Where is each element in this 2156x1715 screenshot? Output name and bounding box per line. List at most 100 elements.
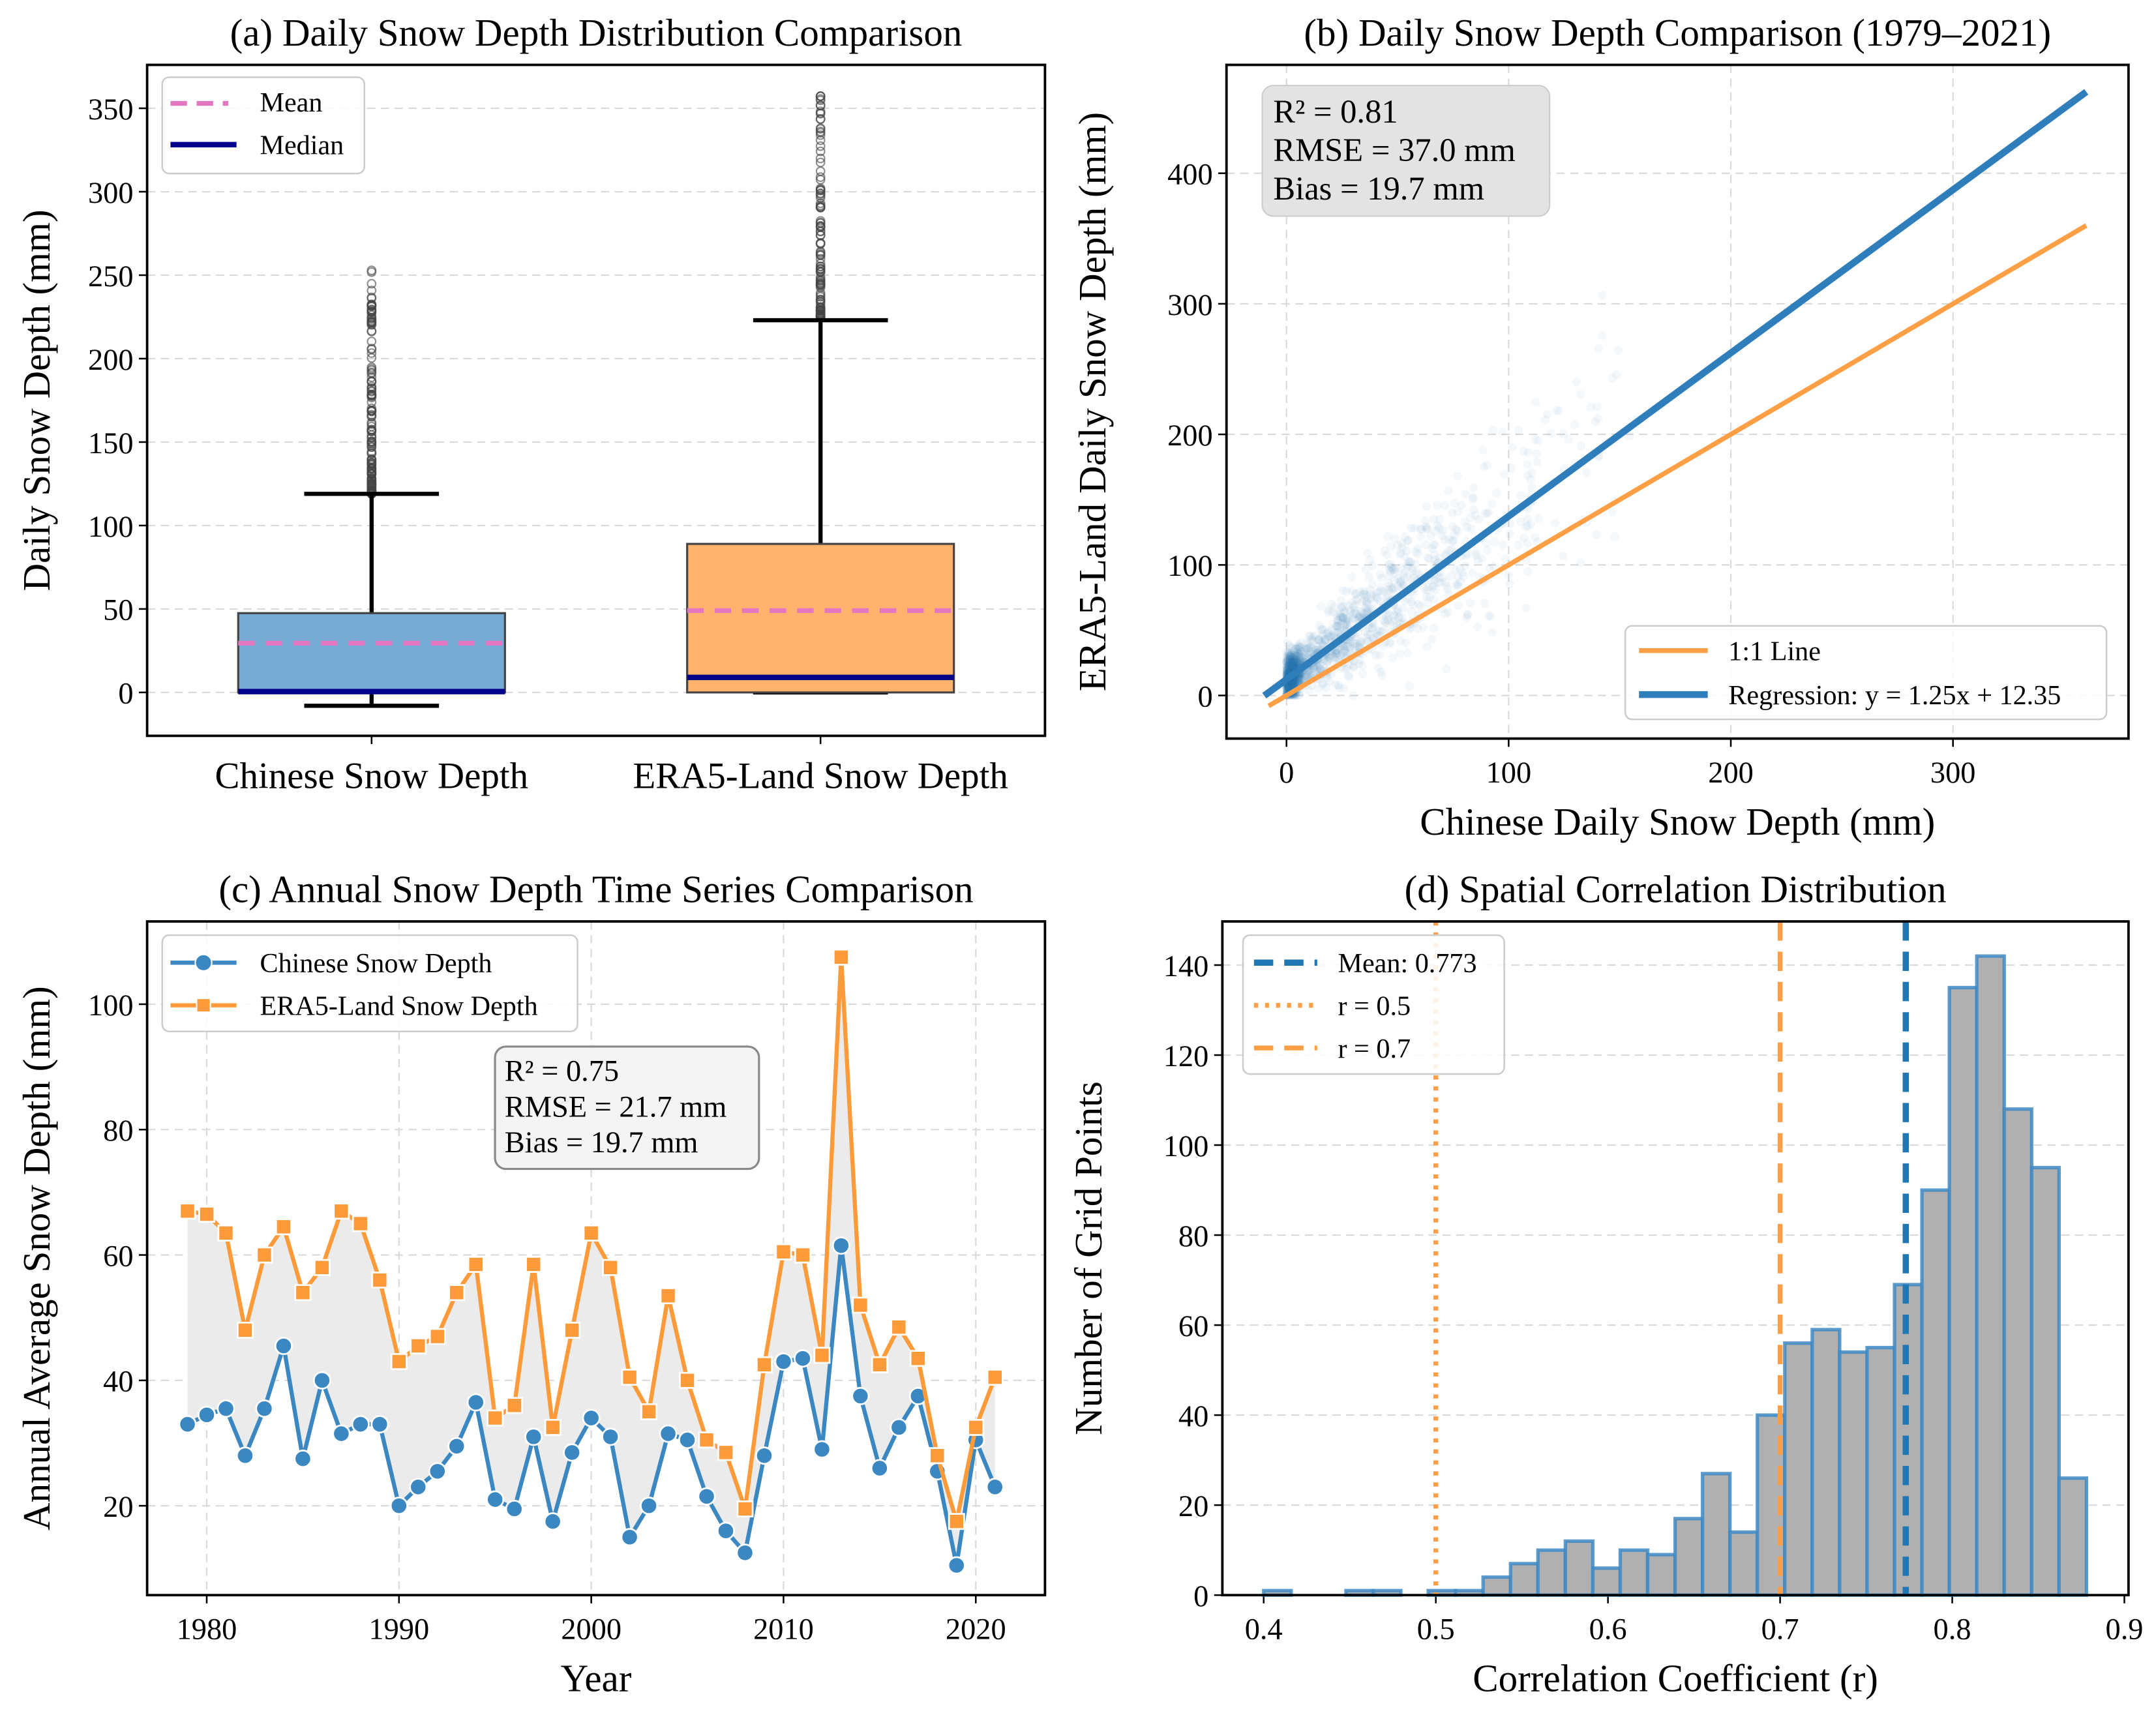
outlier-point (367, 466, 377, 477)
scatter-point (1400, 596, 1409, 606)
scatter-point (1355, 612, 1364, 621)
data-point (679, 1371, 696, 1389)
outlier-point (367, 436, 377, 446)
data-point (217, 1399, 235, 1418)
scatter-point (1291, 656, 1300, 666)
scatter-point (1284, 683, 1294, 693)
scatter-point (1283, 651, 1293, 660)
scatter-point (1330, 629, 1339, 638)
data-point (466, 1393, 485, 1412)
scatter-point (1385, 582, 1394, 591)
scatter-point (1342, 620, 1352, 630)
scatter-point (1282, 657, 1291, 666)
data-point (313, 1259, 331, 1276)
y-tick-label: 100 (88, 989, 134, 1022)
scatter-point (1413, 549, 1423, 558)
scatter-point (1286, 653, 1295, 662)
data-point (582, 1224, 600, 1242)
scatter-point (1332, 627, 1342, 636)
scatter-point (1282, 657, 1291, 666)
scatter-point (1508, 443, 1517, 452)
scatter-point (1543, 410, 1552, 419)
histogram-bar (1563, 1539, 1595, 1597)
scatter-point (1283, 660, 1293, 669)
scatter-point (1388, 653, 1398, 663)
scatter-point (1381, 618, 1391, 627)
scatter-point (1364, 573, 1373, 582)
scatter-point (1303, 640, 1313, 649)
scatter-point (1288, 681, 1298, 690)
legend-marker (194, 953, 213, 972)
scatter-point (1283, 638, 1292, 648)
scatter-point (1291, 655, 1300, 664)
scatter-point (1366, 589, 1375, 599)
data-point (486, 1490, 505, 1509)
legend-group: 1:1 Line Regression: y = 1.25x + 12.35 (1624, 625, 2108, 721)
scatter-point (1428, 544, 1437, 554)
outlier-point (815, 254, 826, 264)
data-point (543, 1512, 562, 1531)
scatter-point (1290, 678, 1300, 688)
scatter-point (1293, 642, 1303, 651)
scatter-point (1504, 571, 1513, 580)
scatter-point (1484, 507, 1493, 517)
scatter-point (1287, 681, 1296, 691)
scatter-point (1373, 593, 1383, 603)
chart-title: (c) Annual Snow Depth Time Series Compar… (218, 868, 973, 911)
scatter-point (1287, 681, 1296, 690)
scatter-point (1362, 633, 1371, 642)
legend-group: Mean Median (161, 76, 365, 175)
scatter-point (1285, 649, 1295, 659)
outlier-point (815, 146, 826, 157)
scatter-point (1519, 447, 1529, 456)
legend (1624, 625, 2108, 721)
histogram-bar (1591, 1566, 1623, 1597)
scatter-point (1289, 658, 1298, 668)
scatter-point (1363, 548, 1372, 558)
scatter-point (1424, 583, 1433, 592)
x-tick-label: 2010 (753, 1613, 814, 1647)
scatter-point (1460, 517, 1469, 527)
scatter-point (1340, 642, 1350, 651)
scatter-point (1339, 619, 1348, 629)
scatter-point (1324, 627, 1333, 636)
scatter-point (1282, 683, 1291, 692)
scatter-point (1304, 670, 1314, 680)
scatter-point (1360, 596, 1370, 606)
scatter-point (1422, 525, 1431, 534)
scatter-point (1288, 653, 1298, 663)
scatter-point (1284, 651, 1293, 660)
scatter-point (1348, 691, 1358, 700)
scatter-point (1322, 629, 1332, 639)
scatter-point (1286, 661, 1296, 670)
scatter-point (1347, 573, 1356, 582)
outlier-point (815, 226, 826, 236)
scatter-point (1383, 531, 1392, 541)
scatter-point (1424, 553, 1433, 563)
scatter-point (1486, 612, 1495, 621)
scatter-point (1287, 679, 1296, 689)
scatter-point (1294, 640, 1303, 649)
scatter-point (1373, 625, 1382, 635)
scatter-point (1288, 659, 1297, 668)
scatter-point (1298, 675, 1307, 685)
scatter-point (1343, 601, 1353, 610)
outlier-point (367, 344, 377, 353)
scatter-point (1285, 661, 1295, 670)
histogram-bar (1481, 1575, 1512, 1597)
scatter-point (1282, 664, 1291, 673)
scatter-point (1283, 661, 1293, 670)
x-category-label: ERA5-Land Snow Depth (633, 756, 1008, 797)
scatter-point (1471, 550, 1480, 560)
scatter-point (1345, 636, 1355, 646)
plot-area (237, 91, 955, 708)
data-point (352, 1215, 369, 1232)
y-tick-label: 400 (1167, 158, 1213, 192)
axes-frame (1221, 920, 2130, 1597)
scatter-point (1302, 644, 1311, 653)
scatter-point (1430, 575, 1439, 585)
scatter-point (1448, 537, 1458, 546)
scatter-point (1344, 644, 1354, 654)
scatter-point (1289, 679, 1298, 689)
scatter-point (1438, 526, 1448, 535)
